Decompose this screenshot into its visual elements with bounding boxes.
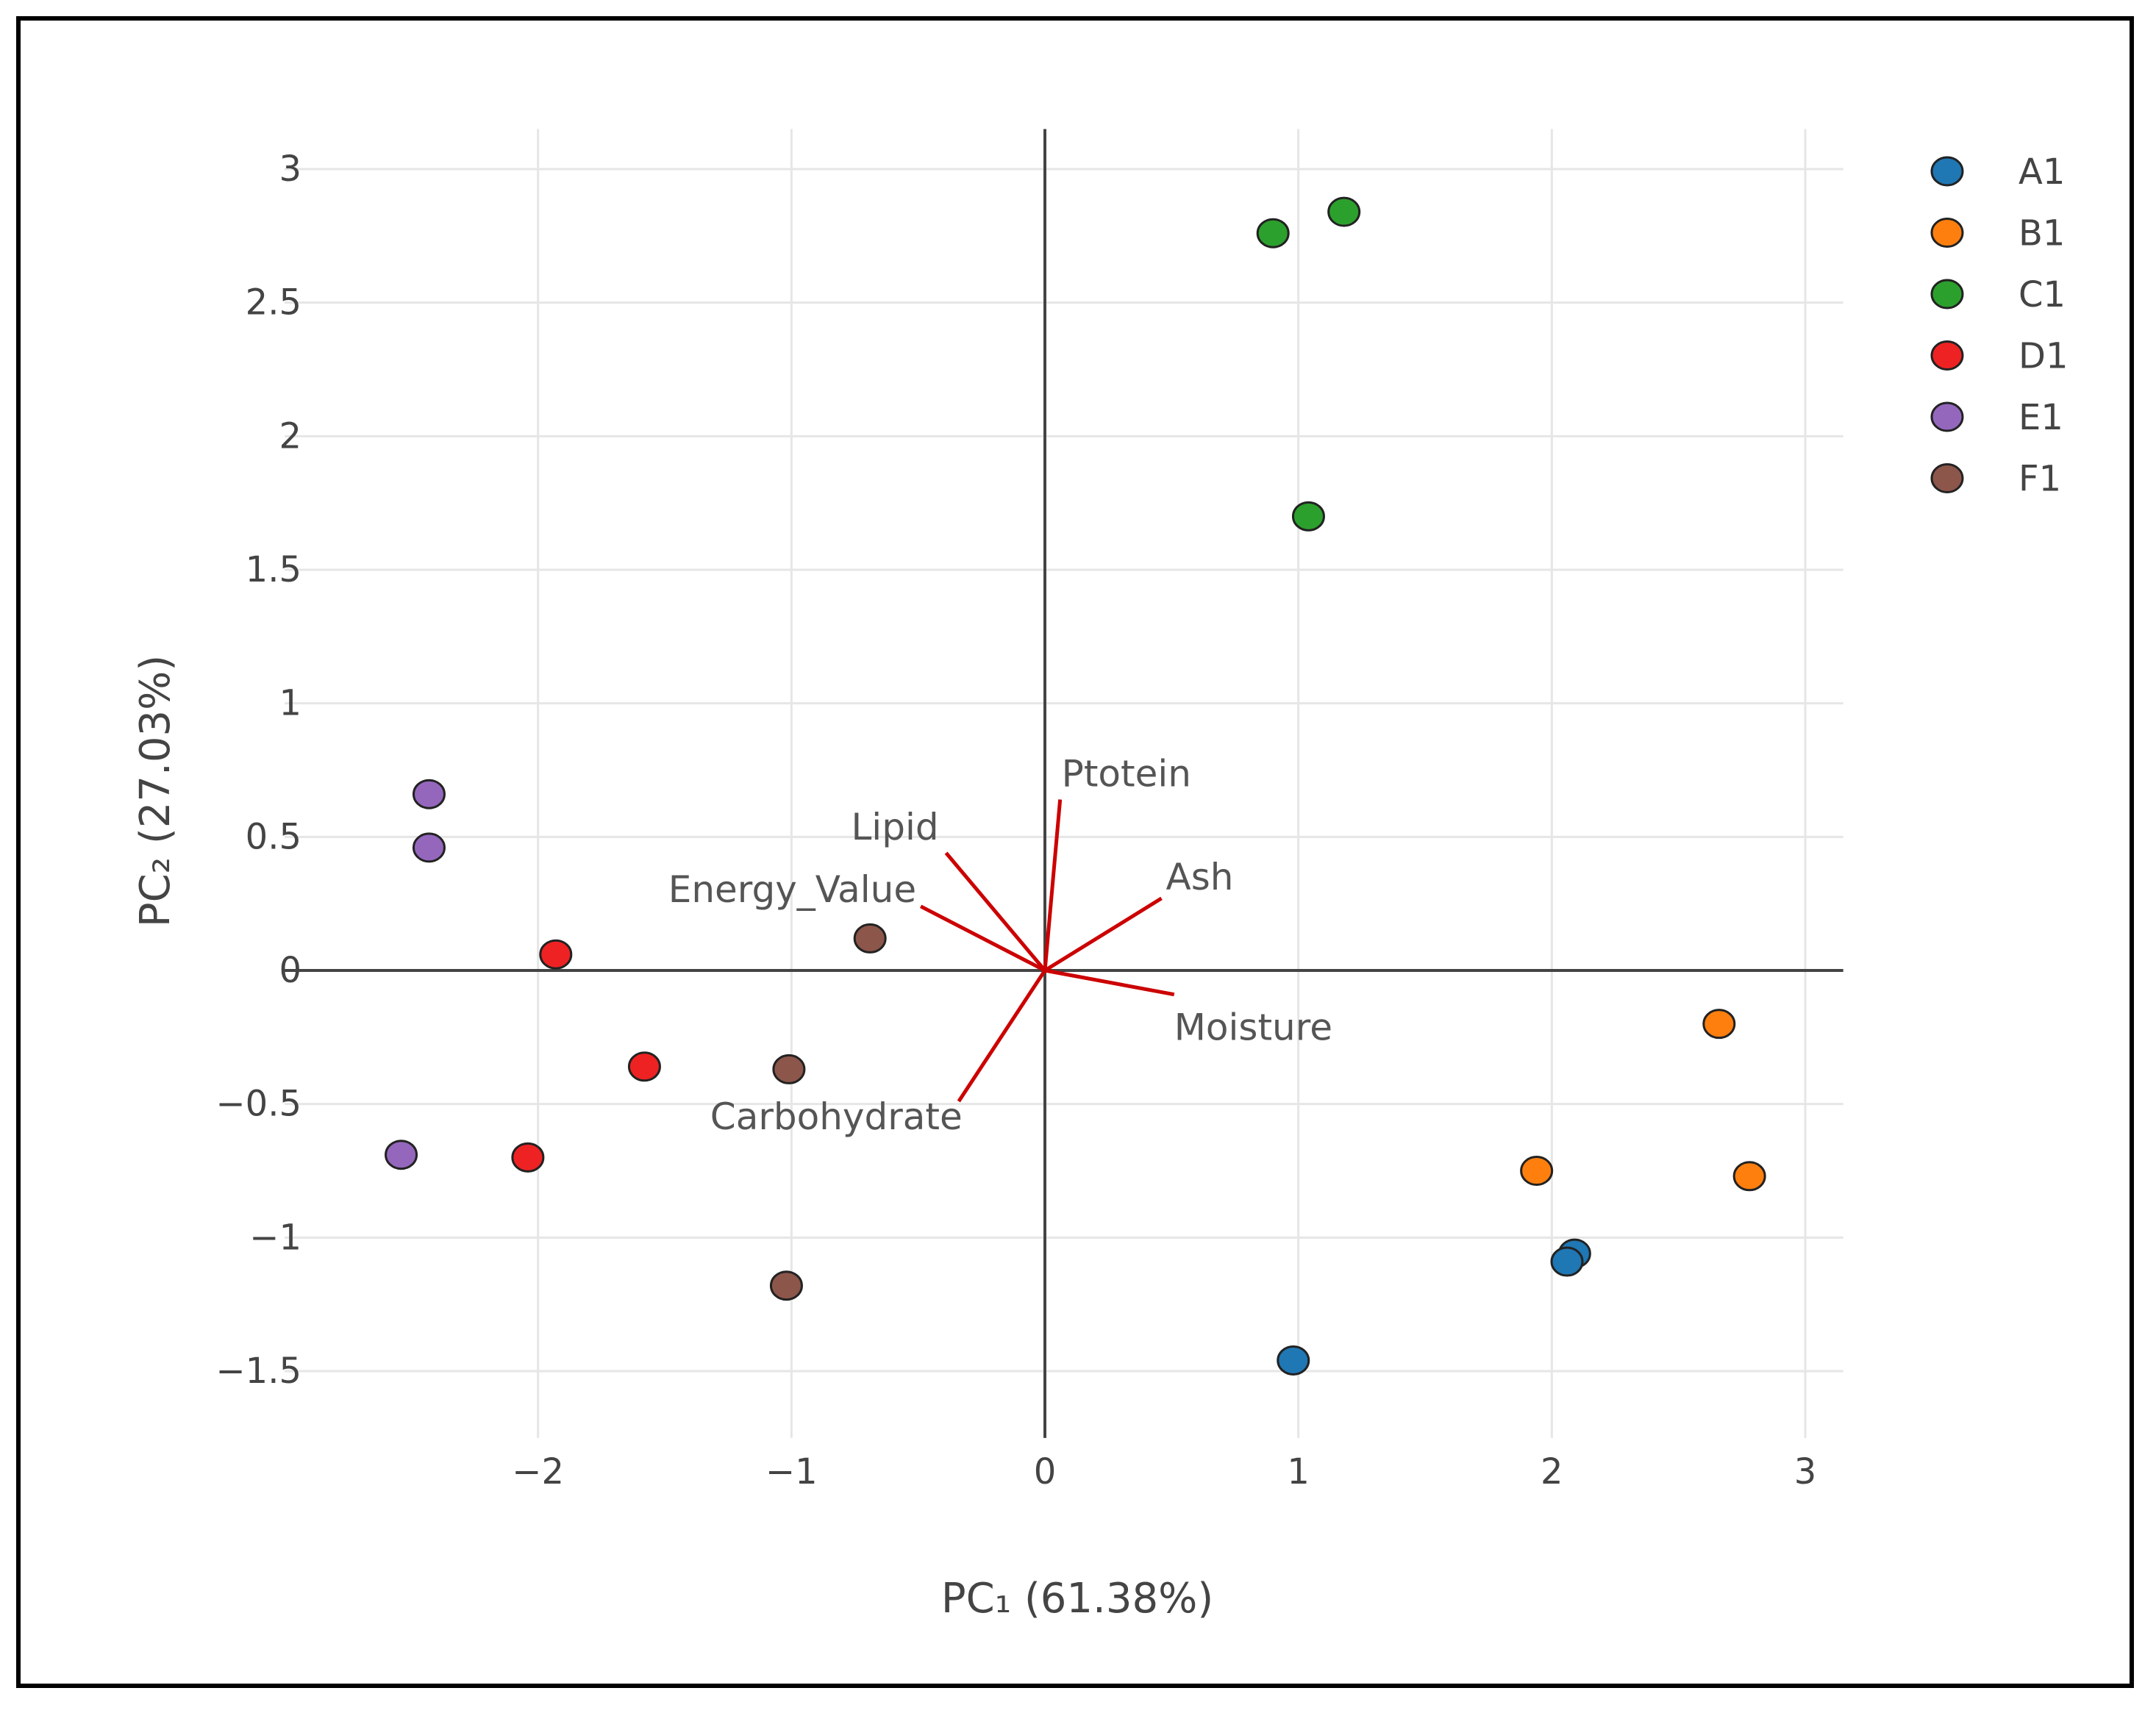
y-tick-label: −0.5	[215, 1084, 301, 1125]
y-tick-label: −1.5	[215, 1351, 301, 1392]
loading-label-ptotein: Ptotein	[1062, 752, 1191, 795]
legend-label-d1: D1	[2018, 336, 2068, 377]
point-c1	[1327, 196, 1361, 227]
axis-titles: PC₁ (61.38%) PC₂ (27.03%)	[132, 655, 1213, 1623]
point-d1	[511, 1142, 545, 1173]
legend-label-f1: F1	[2018, 459, 2061, 500]
point-d1	[539, 939, 573, 970]
x-tick-label: 0	[1034, 1451, 1057, 1492]
y-tick-label: 2	[279, 415, 301, 457]
loading-vector-energy_value	[919, 904, 1046, 973]
point-a1	[1550, 1246, 1584, 1277]
point-f1	[853, 923, 887, 954]
point-e1	[412, 779, 446, 809]
point-f1	[769, 1270, 803, 1301]
figure-frame	[16, 16, 2134, 1688]
loading-label-ash: Ash	[1166, 856, 1234, 898]
x-tick-label: −2	[512, 1451, 564, 1492]
loading-label-moisture: Moisture	[1174, 1006, 1332, 1049]
y-tick-label: 3	[279, 149, 301, 190]
point-b1	[1732, 1161, 1766, 1192]
loading-vector-ash	[1043, 896, 1163, 973]
x-tick-label: −1	[765, 1451, 818, 1492]
point-c1	[1291, 501, 1325, 532]
point-f1	[772, 1054, 806, 1084]
legend-marker-e1	[1930, 401, 1964, 432]
x-tick-label: 3	[1794, 1451, 1817, 1492]
legend-marker-c1	[1930, 279, 1964, 310]
y-tick-label: 1.5	[246, 549, 301, 590]
point-b1	[1702, 1009, 1736, 1040]
legend-marker-f1	[1930, 463, 1964, 493]
loading-label-energy_value: Energy_Value	[668, 868, 916, 911]
legend-marker-a1	[1930, 156, 1964, 187]
x-tick-label: 1	[1287, 1451, 1310, 1492]
y-tick-label: 0.5	[246, 816, 301, 857]
point-a1	[1277, 1345, 1310, 1376]
legend-label-a1: A1	[2018, 151, 2065, 193]
legend: A1 B1 C1 D1 E1 F1	[1930, 151, 2068, 500]
legend-marker-b1	[1930, 218, 1964, 248]
x-axis-title: PC₁ (61.38%)	[941, 1575, 1213, 1623]
legend-marker-d1	[1930, 340, 1964, 371]
point-b1	[1520, 1156, 1554, 1186]
x-tick-label: 2	[1541, 1451, 1563, 1492]
legend-label-e1: E1	[2018, 397, 2063, 438]
point-e1	[385, 1140, 418, 1170]
y-tick-label: −1	[249, 1217, 301, 1258]
loading-label-carbohydrate: Carbohydrate	[710, 1095, 963, 1138]
loading-vector-lipid	[944, 851, 1046, 972]
loading-vector-ptotein	[1043, 799, 1063, 971]
axes	[285, 129, 1843, 1438]
grid	[285, 129, 1843, 1438]
loading-vector-moisture	[1044, 968, 1175, 997]
y-tick-label: 2.5	[246, 282, 301, 323]
loading-vectors: Ptotein Lipid Energy_Value Ash Moisture Carbo…	[668, 752, 1332, 1138]
data-points	[385, 196, 1766, 1376]
y-axis-title: PC₂ (27.03%)	[132, 655, 179, 927]
point-e1	[412, 832, 446, 863]
legend-label-b1: B1	[2018, 213, 2065, 254]
loading-vector-carbohydrate	[957, 969, 1047, 1103]
point-d1	[627, 1051, 661, 1082]
loading-label-lipid: Lipid	[851, 806, 938, 848]
y-tick-label: 0	[279, 950, 301, 991]
legend-label-c1: C1	[2018, 274, 2066, 315]
tick-labels: −2 −1 0 1 2 3 −1.5 −1 −0.5 0 0.5 1 1.5 2 2.5 3	[215, 149, 1816, 1492]
point-c1	[1256, 218, 1290, 248]
y-tick-label: 1	[279, 683, 301, 724]
